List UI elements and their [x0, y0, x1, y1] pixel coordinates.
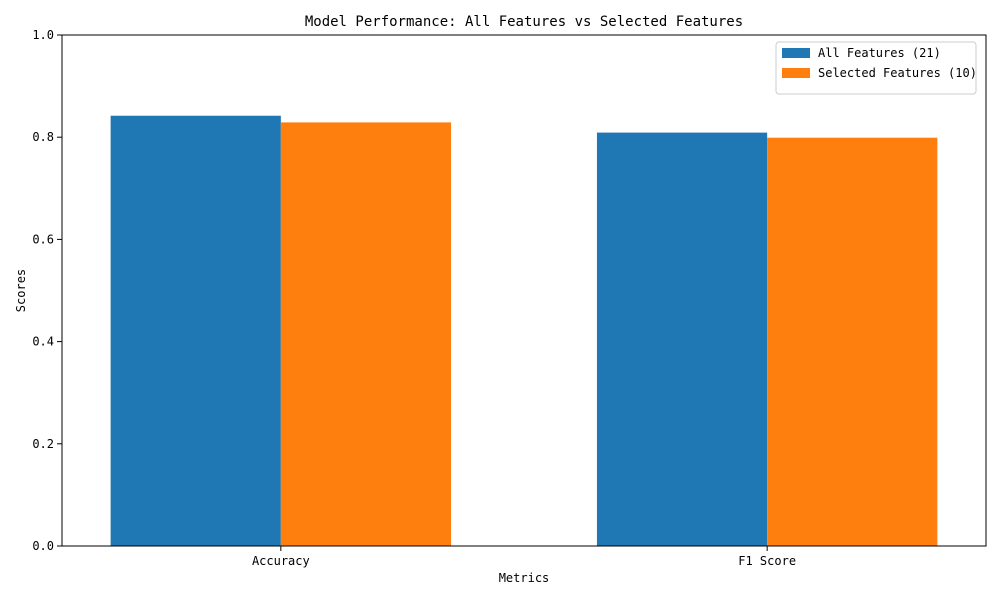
x-tick-label: F1 Score: [738, 554, 796, 568]
legend: All Features (21) Selected Features (10): [775, 41, 977, 95]
y-axis-label: Scores: [14, 269, 28, 312]
y-axis: 0.0 0.2 0.4 0.6 0.8 1.0: [32, 28, 62, 553]
legend-label-selected-features-10: Selected Features (10): [818, 66, 977, 80]
x-axis: Accuracy F1 Score: [252, 546, 796, 568]
y-tick-label: 0.2: [32, 437, 54, 451]
bar-all-features-21-accuracy: [110, 115, 281, 546]
plot-frame: [61, 34, 987, 547]
y-tick-label: 0.6: [32, 232, 54, 246]
x-tick-label: Accuracy: [252, 554, 310, 568]
chart-title: Model Performance: All Features vs Selec…: [305, 14, 743, 30]
legend-swatch-all-features-21: [782, 48, 810, 58]
bar-all-features-21-f1-score: [596, 132, 768, 546]
legend-box: [775, 41, 977, 95]
bar-selected-features-10-accuracy: [280, 122, 452, 547]
y-tick-label: 0.8: [32, 130, 54, 144]
legend-label-all-features-21: All Features (21): [818, 46, 941, 60]
y-tick-label: 0.4: [32, 335, 54, 349]
bars-layer: [110, 115, 938, 547]
bar-selected-features-10-f1-score: [767, 137, 938, 546]
y-tick-label: 0.0: [32, 539, 54, 553]
legend-swatch-selected-features-10: [782, 68, 810, 78]
x-axis-label: Metrics: [499, 571, 550, 585]
y-tick-label: 1.0: [32, 28, 54, 42]
